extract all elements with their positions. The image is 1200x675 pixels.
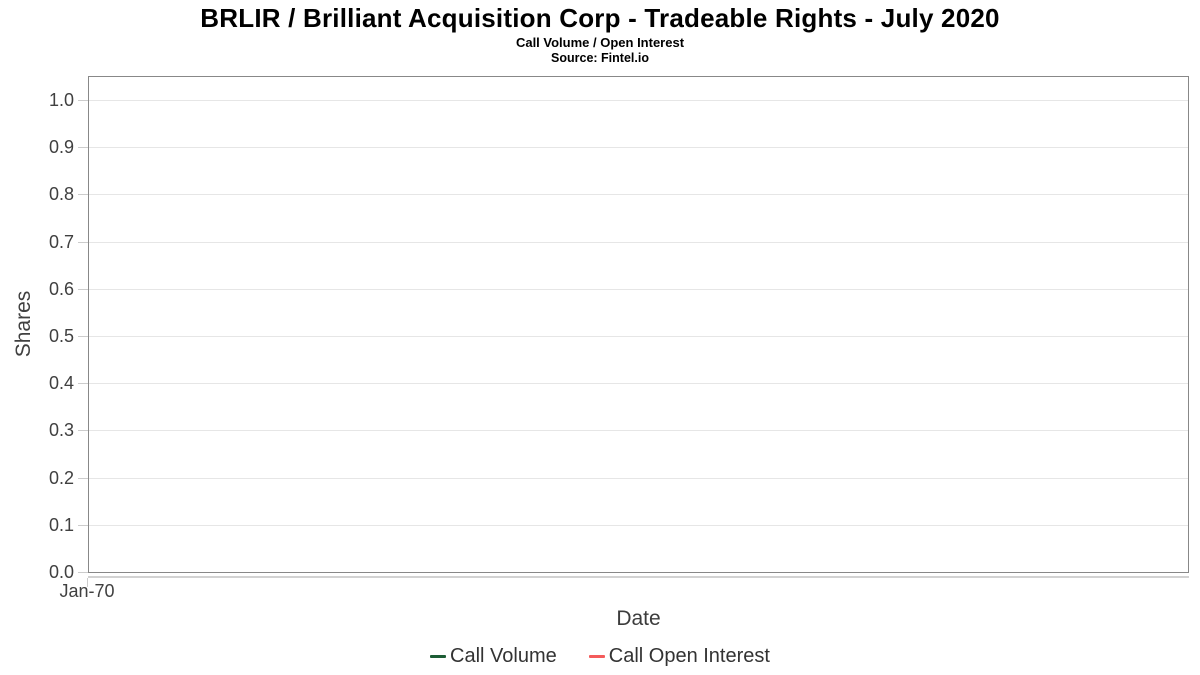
x-tick-mark [87,578,88,587]
y-gridline [89,194,1188,195]
y-tick-mark [78,478,88,479]
y-tick-label: 0.0 [48,562,74,582]
y-tick-mark [78,147,88,148]
y-tick-mark [78,100,88,101]
y-gridline [89,100,1188,101]
y-tick-label: 0.4 [48,373,74,393]
y-gridline [89,336,1188,337]
y-tick-label: 0.8 [48,184,74,204]
y-tick-mark [78,525,88,526]
y-tick-mark [78,383,88,384]
call-volume-line-marker [430,655,447,658]
legend: Call Volume Call Open Interest [0,645,1200,668]
y-gridline [89,289,1188,290]
y-gridline [89,525,1188,526]
y-tick-mark [78,336,88,337]
y-tick-mark [78,430,88,431]
y-tick-label: 0.9 [48,137,74,157]
chart-subtitle: Call Volume / Open Interest [515,35,685,50]
legend-item-call-open-interest[interactable]: Call Open Interest [588,645,770,668]
chart-source: Source: Fintel.io [551,51,649,65]
y-tick-label: 0.7 [48,232,74,252]
y-tick-label: 0.1 [48,515,74,535]
plot-area [88,76,1189,573]
y-tick-label: 0.5 [48,326,74,346]
y-gridline [89,478,1188,479]
y-tick-label: 0.3 [48,420,74,440]
y-tick-mark [78,572,88,573]
y-tick-label: 0.2 [48,468,74,488]
chart-title: BRLIR / Brilliant Acquisition Corp - Tra… [200,3,1000,33]
x-axis-line [88,576,1189,578]
x-axis-title: Date [616,607,661,630]
legend-label-call-open-interest: Call Open Interest [608,645,770,667]
y-tick-mark [78,289,88,290]
y-tick-mark [78,242,88,243]
y-gridline [89,242,1188,243]
legend-item-call-volume[interactable]: Call Volume [430,645,557,668]
y-tick-mark [78,194,88,195]
y-gridline [89,430,1188,431]
y-tick-label: 0.6 [48,279,74,299]
legend-label-call-volume: Call Volume [450,645,557,667]
y-gridline [89,383,1188,384]
y-tick-label: 1.0 [48,90,74,110]
x-tick-label: Jan-70 [59,581,115,601]
y-gridline [89,147,1188,148]
call-open-interest-line-marker [588,655,605,658]
